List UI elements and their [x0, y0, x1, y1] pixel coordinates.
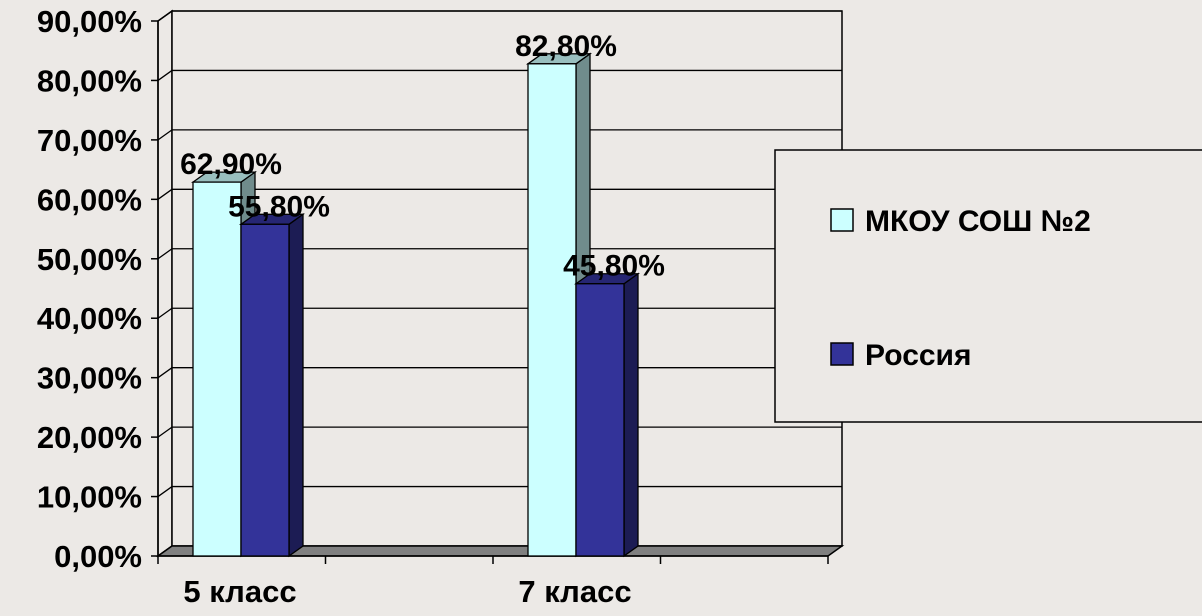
legend-label: Россия [865, 339, 972, 372]
data-label: 55,80% [228, 190, 330, 223]
legend-swatch [830, 342, 854, 366]
data-label: 62,90% [180, 148, 282, 181]
y-tick-label: 30,00% [37, 361, 142, 396]
gridline [157, 129, 842, 141]
bar [573, 272, 641, 558]
gridline [157, 248, 842, 260]
bar-front [527, 63, 577, 557]
legend: МКОУ СОШ №2 Россия [774, 149, 1202, 423]
y-tick-label: 90,00% [37, 4, 142, 39]
y-tick-label: 10,00% [37, 480, 142, 515]
category-label: 7 класс [518, 574, 631, 609]
y-tick-label: 20,00% [37, 420, 142, 455]
bar-side [623, 272, 639, 558]
x-axis: 5 класс 7 класс [157, 555, 829, 609]
category-label: 5 класс [183, 574, 296, 609]
y-axis: 0,00% 10,00% 20,00% 30,00% 40,00% 50,00% 60,00… [37, 4, 159, 574]
bar-front [240, 223, 290, 557]
legend-box [774, 149, 1202, 423]
bar-front [575, 283, 625, 557]
data-label: 45,80% [563, 250, 665, 283]
y-tick-label: 40,00% [37, 301, 142, 336]
y-tick-label: 0,00% [54, 539, 142, 574]
y-tick-label: 80,00% [37, 63, 142, 98]
bars [190, 52, 641, 558]
gridline [157, 69, 842, 81]
legend-swatch [830, 208, 854, 232]
side-wall [157, 9, 173, 558]
gridline [157, 188, 842, 200]
gridline [157, 10, 842, 22]
y-tick-label: 60,00% [37, 182, 142, 217]
bar-side [288, 213, 304, 558]
bar-front [192, 181, 242, 557]
data-labels: 62,90% 55,80% 82,80% 45,80% [180, 30, 665, 283]
y-tick-label: 70,00% [37, 123, 142, 158]
bar [238, 213, 306, 558]
legend-label: МКОУ СОШ №2 [865, 205, 1091, 238]
y-tick-label: 50,00% [37, 242, 142, 277]
data-label: 82,80% [515, 30, 617, 63]
